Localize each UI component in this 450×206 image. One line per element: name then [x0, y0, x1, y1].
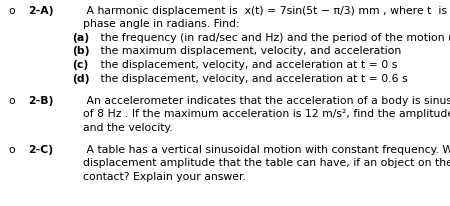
Text: (a): (a) [72, 33, 90, 43]
Text: A harmonic displacement is  x(t) = 7sin(5t − π/3) mm , where t  is in seconds an: A harmonic displacement is x(t) = 7sin(5… [83, 6, 450, 15]
Text: the displacement, velocity, and acceleration at t = 0 s: the displacement, velocity, and accelera… [97, 60, 398, 70]
Text: 2-C): 2-C) [28, 144, 53, 154]
Text: contact? Explain your answer.: contact? Explain your answer. [83, 171, 246, 181]
Text: the maximum displacement, velocity, and acceleration: the maximum displacement, velocity, and … [97, 46, 401, 56]
Text: o: o [9, 144, 15, 154]
Text: displacement amplitude that the table can have, if an object on the table is to : displacement amplitude that the table ca… [83, 158, 450, 167]
Text: o: o [9, 6, 15, 15]
Text: of 8 Hz . If the maximum acceleration is 12 m/s², find the amplitudes of the dis: of 8 Hz . If the maximum acceleration is… [83, 109, 450, 119]
Text: (c): (c) [72, 60, 89, 70]
Text: An accelerometer indicates that the acceleration of a body is sinusoidal at a fr: An accelerometer indicates that the acce… [83, 95, 450, 105]
Text: (b): (b) [72, 46, 90, 56]
Text: (d): (d) [72, 73, 90, 83]
Text: 2-A): 2-A) [28, 6, 53, 15]
Text: the displacement, velocity, and acceleration at t = 0.6 s: the displacement, velocity, and accelera… [97, 73, 408, 83]
Text: phase angle in radians. Find:: phase angle in radians. Find: [83, 19, 240, 29]
Text: o: o [9, 95, 15, 105]
Text: and the velocity.: and the velocity. [83, 122, 173, 132]
Text: 2-B): 2-B) [28, 95, 53, 105]
Text: the frequency (in rad/sec and Hz) and the period of the motion (in sec): the frequency (in rad/sec and Hz) and th… [97, 33, 450, 43]
Text: A table has a vertical sinusoidal motion with constant frequency. What is the la: A table has a vertical sinusoidal motion… [83, 144, 450, 154]
